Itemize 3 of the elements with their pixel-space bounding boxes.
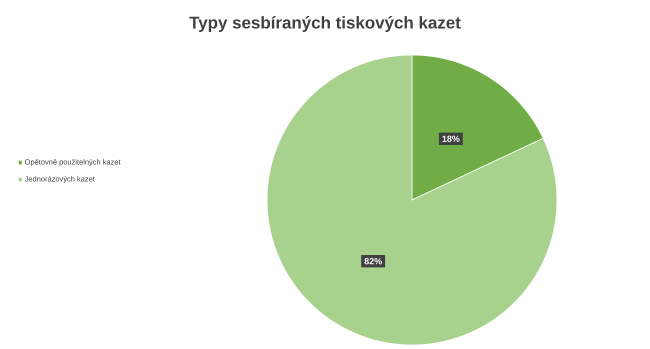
data-label: 82%	[364, 258, 382, 264]
data-label: 18%	[442, 136, 460, 142]
chart-title: Typy sesbíraných tiskových kazet	[189, 16, 461, 32]
